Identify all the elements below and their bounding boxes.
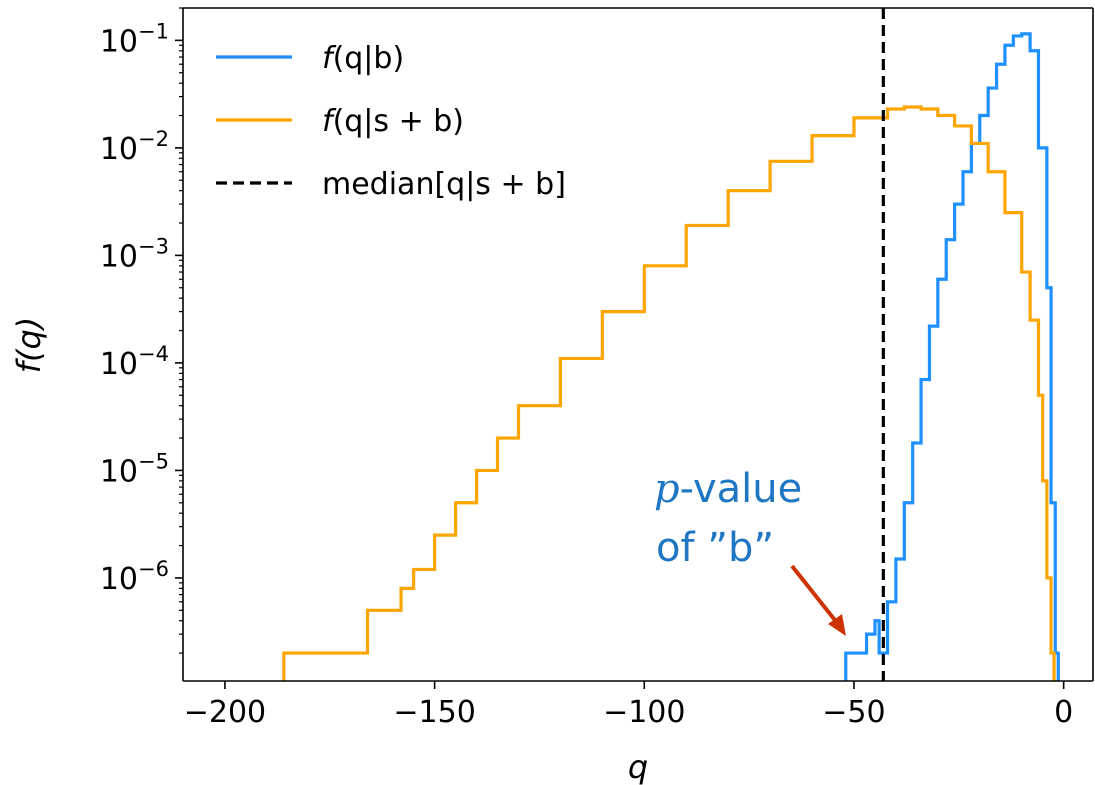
y-tick-label: 10−1 (100, 19, 169, 59)
legend-label: f(q|s + b) (322, 104, 464, 139)
legend: f(q|b) f(q|s + b) median[q|s + b] (216, 41, 566, 202)
x-tick-label: 0 (1054, 695, 1073, 730)
x-tick-label: −150 (393, 695, 475, 730)
x-tick-label: −50 (822, 695, 885, 730)
y-tick-label: 10−6 (100, 557, 169, 597)
y-tick-label: 10−3 (100, 234, 169, 274)
y-axis-label: f(q) (10, 317, 48, 374)
series-line-0 (844, 32, 1060, 681)
y-axis: 10−1 10−2 10−3 10−4 10−5 10−6 (100, 7, 183, 654)
annotation-line-2: of ”b” (656, 525, 774, 571)
annotation-arrow-shaft (790, 564, 840, 626)
annotation-arrow-head (828, 614, 846, 636)
x-tick-label: −100 (603, 695, 685, 730)
y-tick-label: 10−2 (100, 127, 169, 167)
p-value-annotation: p-value of ”b” (654, 466, 846, 636)
y-tick-label: 10−4 (100, 342, 169, 382)
legend-label: f(q|b) (322, 41, 404, 76)
x-axis-label: q (628, 748, 648, 785)
legend-label: median[q|s + b] (322, 167, 566, 202)
y-tick-label: 10−5 (100, 449, 169, 489)
x-tick-label: −200 (184, 695, 266, 730)
series-line-1 (282, 105, 1056, 681)
x-axis: −200 −150 −100 −50 0 (184, 681, 1073, 730)
plot-area (182, 7, 1094, 682)
annotation-line-1: p-value (654, 466, 802, 512)
